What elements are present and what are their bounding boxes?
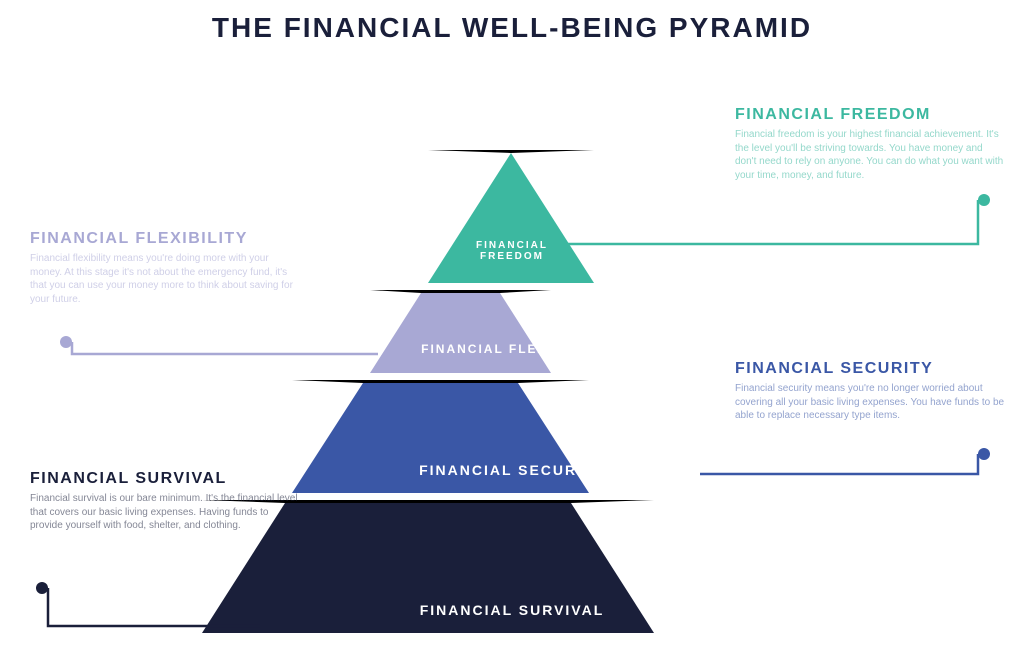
callout-body-security: Financial security means you're no longe… bbox=[735, 382, 1005, 423]
callout-title-security: FINANCIAL SECURITY bbox=[735, 360, 1005, 378]
callout-freedom: FINANCIAL FREEDOM Financial freedom is y… bbox=[735, 106, 1005, 182]
pin-freedom bbox=[978, 194, 990, 206]
pin-survival bbox=[36, 582, 48, 594]
pin-security bbox=[978, 448, 990, 460]
connector-flexibility bbox=[68, 338, 382, 358]
callout-title-freedom: FINANCIAL FREEDOM bbox=[735, 106, 1005, 124]
callout-body-freedom: Financial freedom is your highest financ… bbox=[735, 128, 1005, 182]
callout-security: FINANCIAL SECURITY Financial security me… bbox=[735, 360, 1005, 423]
callout-title-flexibility: FINANCIAL FLEXIBILITY bbox=[30, 230, 300, 248]
connector-survival bbox=[44, 584, 264, 630]
pyramid-stage: FINANCIAL SURVIVAL FINANCIAL SECURITY FI… bbox=[0, 0, 1024, 655]
callout-survival: FINANCIAL SURVIVAL Financial survival is… bbox=[30, 470, 300, 533]
connector-freedom bbox=[550, 196, 982, 248]
pin-flexibility bbox=[60, 336, 72, 348]
callout-body-survival: Financial survival is our bare minimum. … bbox=[30, 492, 300, 533]
callout-flexibility: FINANCIAL FLEXIBILITY Financial flexibil… bbox=[30, 230, 300, 306]
pyramid-layer-flexibility bbox=[370, 290, 551, 373]
callout-body-flexibility: Financial flexibility means you're doing… bbox=[30, 252, 300, 306]
connector-security bbox=[696, 450, 982, 478]
callout-title-survival: FINANCIAL SURVIVAL bbox=[30, 470, 300, 488]
